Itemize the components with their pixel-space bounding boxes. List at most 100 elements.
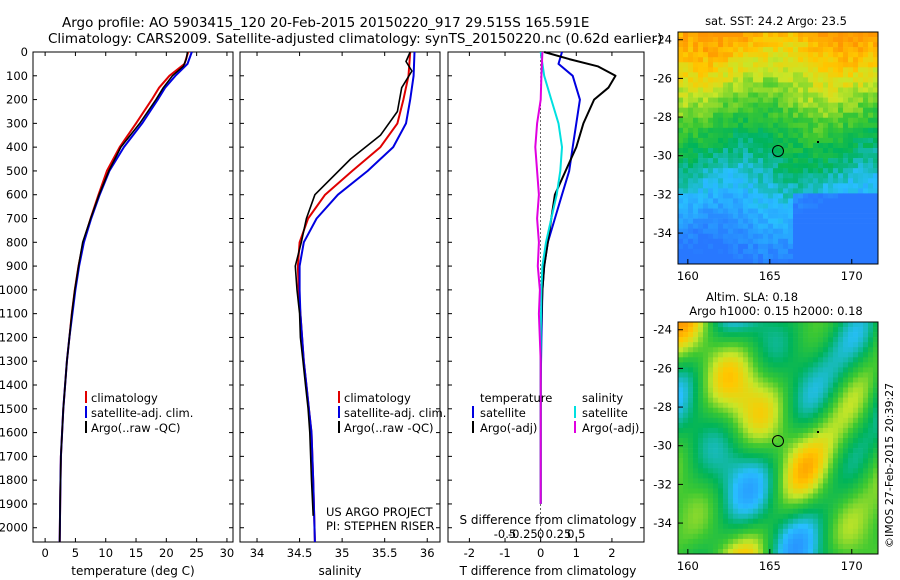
map-cell bbox=[803, 92, 809, 98]
map-cell bbox=[718, 72, 724, 78]
map-cell bbox=[848, 417, 854, 424]
map-cell bbox=[758, 468, 764, 474]
map-cell bbox=[843, 97, 849, 103]
map-cell bbox=[723, 47, 729, 53]
map-cell bbox=[873, 427, 879, 434]
map-cell bbox=[793, 137, 799, 144]
map-cell bbox=[763, 72, 769, 78]
map-cell bbox=[863, 518, 869, 525]
map-cell bbox=[728, 188, 734, 194]
map-cell bbox=[683, 107, 689, 113]
map-cell bbox=[788, 107, 794, 113]
map-cell bbox=[698, 498, 704, 504]
map-cell bbox=[753, 233, 759, 240]
map-cell bbox=[683, 528, 689, 535]
map-cell bbox=[823, 488, 829, 494]
map-cell bbox=[813, 102, 819, 108]
map-cell bbox=[808, 213, 814, 219]
map-cell bbox=[758, 52, 764, 58]
map-cell bbox=[738, 92, 744, 98]
map-cell bbox=[683, 132, 689, 139]
map-cell bbox=[838, 523, 844, 530]
sla-map-dot bbox=[817, 431, 819, 433]
map-cell bbox=[828, 347, 834, 353]
map-cell bbox=[818, 543, 824, 550]
map-cell bbox=[743, 117, 749, 124]
map-cell bbox=[758, 148, 764, 154]
map-cell bbox=[718, 233, 724, 240]
map-cell bbox=[828, 322, 834, 328]
map-cell bbox=[698, 258, 704, 265]
map-cell bbox=[688, 102, 694, 108]
map-cell bbox=[868, 443, 874, 449]
map-cell bbox=[868, 117, 874, 124]
map-cell bbox=[743, 427, 749, 434]
map-cell bbox=[858, 203, 864, 209]
map-cell bbox=[683, 198, 689, 204]
map-cell bbox=[813, 438, 819, 444]
map-cell bbox=[868, 97, 874, 103]
map-cell bbox=[803, 127, 809, 134]
map-cell bbox=[843, 478, 849, 484]
map-cell bbox=[853, 453, 859, 459]
map-cell bbox=[758, 543, 764, 550]
map-cell bbox=[713, 223, 719, 229]
sst-map-frame bbox=[677, 31, 879, 265]
map-cell bbox=[803, 342, 809, 348]
map-cell bbox=[873, 203, 879, 209]
map-cell bbox=[843, 488, 849, 494]
map-cell bbox=[688, 412, 694, 419]
map-cell bbox=[768, 548, 774, 555]
map-cell bbox=[838, 332, 844, 338]
map-cell bbox=[758, 432, 764, 439]
map-cell bbox=[863, 468, 869, 474]
map-cell bbox=[738, 498, 744, 504]
map-cell bbox=[698, 243, 704, 250]
map-cell bbox=[768, 57, 774, 63]
map-cell bbox=[738, 392, 744, 398]
map-cell bbox=[828, 228, 834, 235]
map-cell bbox=[823, 198, 829, 204]
map-cell bbox=[758, 208, 764, 214]
map-cell bbox=[758, 402, 764, 409]
map-cell bbox=[833, 158, 839, 164]
map-cell bbox=[863, 422, 869, 429]
map-cell bbox=[828, 243, 834, 250]
map-cell bbox=[873, 352, 879, 358]
map-cell bbox=[693, 233, 699, 240]
map-cell bbox=[718, 213, 724, 219]
map-cell bbox=[858, 32, 864, 38]
map-cell bbox=[728, 163, 734, 169]
map-cell bbox=[718, 198, 724, 204]
map-cell bbox=[718, 352, 724, 358]
map-cell bbox=[873, 32, 879, 38]
map-cell bbox=[818, 87, 824, 93]
map-cell bbox=[708, 203, 714, 209]
map-cell bbox=[858, 448, 864, 454]
map-cell bbox=[813, 448, 819, 454]
map-cell bbox=[718, 208, 724, 214]
map-cell bbox=[713, 238, 719, 245]
map-cell bbox=[783, 387, 789, 393]
depth-tick-label: 100 bbox=[6, 69, 28, 83]
map-cell bbox=[788, 47, 794, 53]
map-cell bbox=[783, 322, 789, 328]
map-cell bbox=[833, 37, 839, 43]
map-cell bbox=[703, 402, 709, 409]
map-cell bbox=[823, 402, 829, 409]
map-cell bbox=[798, 362, 804, 368]
map-cell bbox=[808, 32, 814, 38]
map-cell bbox=[863, 153, 869, 159]
map-cell bbox=[713, 218, 719, 224]
map-cell bbox=[873, 377, 879, 383]
map-cell bbox=[698, 528, 704, 535]
map-cell bbox=[698, 478, 704, 484]
map-cell bbox=[718, 438, 724, 444]
map-cell bbox=[788, 382, 794, 388]
map-cell bbox=[798, 548, 804, 555]
map-cell bbox=[868, 112, 874, 119]
map-cell bbox=[818, 538, 824, 545]
map-cell bbox=[773, 548, 779, 555]
map-cell bbox=[858, 87, 864, 93]
map-cell bbox=[773, 513, 779, 519]
